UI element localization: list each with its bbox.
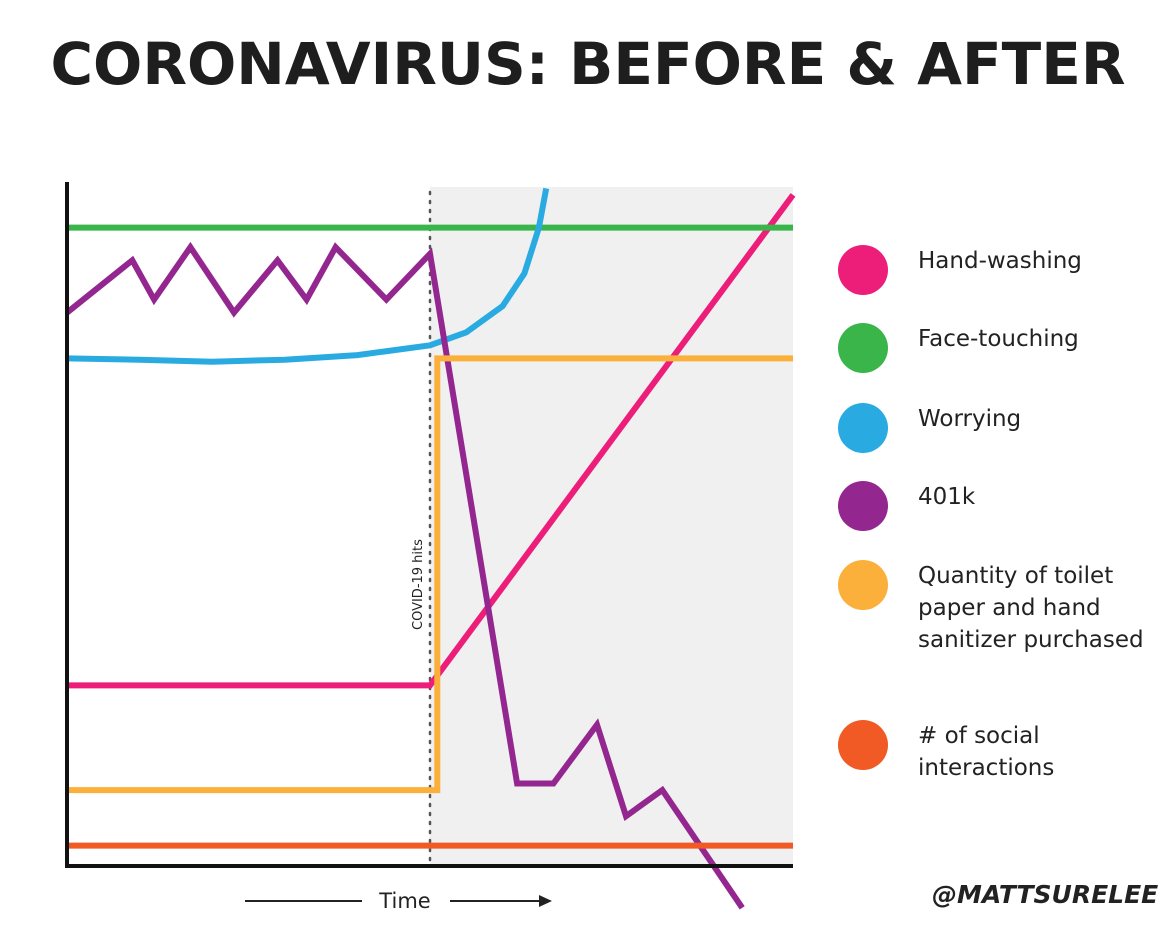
time-arrowhead-icon [539,895,552,907]
legend-label: # of social interactions [918,723,1055,781]
legend-swatch [838,323,888,373]
legend-item: # of social interactions [838,720,1148,784]
chart-title: CORONAVIRUS: BEFORE & AFTER [50,30,1126,98]
covid-annotation-label: COVID-19 hits [411,539,426,630]
legend-item: Quantity of toilet paper and hand saniti… [838,560,1148,656]
series-line-worrying [66,187,550,365]
series-line-401k [65,241,745,910]
legend-item: 401k [838,481,1148,531]
legend-swatch [838,560,888,610]
legend-item: Worrying [838,403,1148,453]
legend-label: Worrying [918,406,1022,432]
legend-label: Hand-washing [918,248,1082,274]
author-credit: @MATTSURELEE [932,880,1159,909]
legend-item: Face-touching [838,323,1148,373]
legend-label: Face-touching [918,326,1079,352]
legend-label: Quantity of toilet paper and hand saniti… [918,563,1144,653]
legend-swatch [838,403,888,453]
legend-swatch [838,481,888,531]
legend-swatch [838,245,888,295]
legend-swatch [838,720,888,770]
legend-item: Hand-washing [838,245,1148,295]
series-line-quantity-of-toilet-paper-and-hand-sanitizer-purchased [67,355,793,794]
x-axis-label: Time [378,889,430,913]
after-shaded-region [430,187,793,866]
legend-label: 401k [918,484,976,510]
